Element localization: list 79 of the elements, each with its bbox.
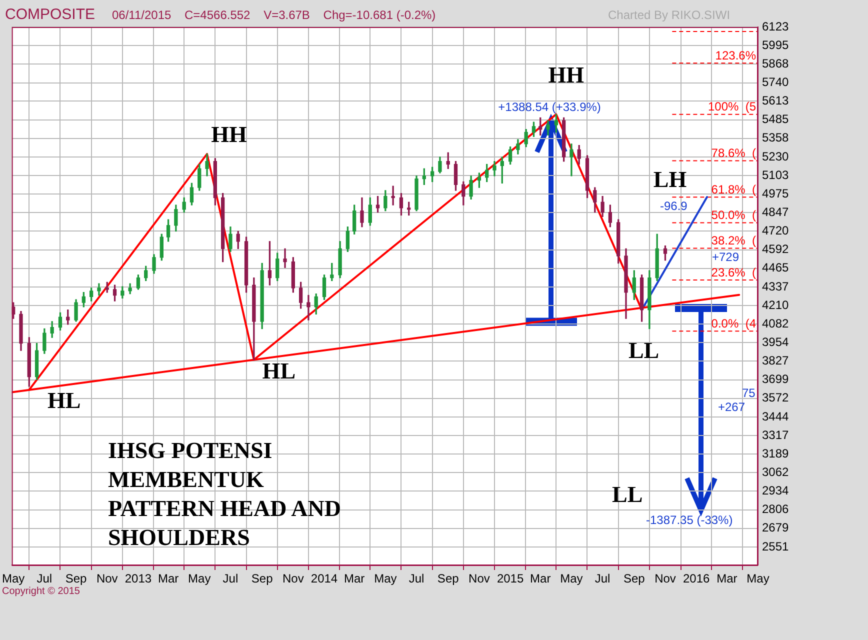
annotation: HH	[548, 62, 584, 88]
chart-subtitle: 06/11/2015 C=4566.552 V=3.67B Chg=-10.681 (-0.2%)	[112, 8, 436, 22]
y-tick-label: 5740	[762, 75, 790, 90]
annotation: 38.2% (	[711, 234, 756, 248]
x-tick-label: Sep	[437, 572, 460, 586]
annotation: 50.0% (	[711, 208, 756, 222]
x-tick-label: Mar	[158, 572, 179, 586]
annotation: 23.6% (	[711, 265, 756, 280]
y-tick-label: 4210	[762, 298, 790, 312]
annotation: IHSG POTENSI MEMBENTUK PATTERN HEAD AND SHOULDERS	[108, 437, 342, 552]
y-tick-label: 3317	[762, 428, 790, 442]
y-tick-label: 3444	[762, 409, 790, 424]
annotation: LL	[628, 338, 660, 363]
annotation: +267	[718, 400, 746, 414]
x-tick-label: 2014	[310, 572, 338, 586]
x-tick-label: Sep	[623, 572, 646, 586]
annotation: 61.8% (	[711, 182, 756, 196]
y-tick-label: 3572	[762, 390, 790, 405]
y-tick-label: 2806	[762, 502, 790, 516]
y-tick-label: 3827	[762, 354, 790, 368]
annotation: 0.0% (4	[711, 316, 756, 330]
x-tick-label: Jul	[36, 572, 52, 586]
y-tick-label: 3699	[762, 372, 790, 386]
annotation: +729	[712, 250, 740, 264]
y-tick-label: 5358	[762, 130, 790, 145]
y-tick-label: 5103	[762, 168, 790, 182]
x-tick-label: Nov	[96, 572, 118, 586]
annotation: LH	[653, 166, 687, 192]
y-tick-label: 3954	[762, 335, 790, 350]
x-tick-label: Nov	[468, 572, 490, 586]
x-tick-label: Mar	[716, 572, 738, 586]
x-tick-label: Jul	[408, 572, 424, 586]
y-tick-label: 3062	[762, 464, 790, 479]
y-tick-label: 4720	[762, 224, 790, 238]
y-tick-label: 2551	[762, 539, 790, 554]
x-tick-label: Nov	[282, 572, 304, 586]
y-tick-label: 4592	[762, 242, 790, 256]
y-tick-label: 2934	[762, 484, 790, 498]
y-tick-label: 5485	[762, 112, 790, 126]
y-tick-label: 4465	[762, 260, 790, 275]
annotation: LL	[612, 482, 643, 508]
annotation: HL	[262, 358, 296, 384]
y-tick-label: 4847	[762, 205, 790, 220]
y-tick-label: 4975	[762, 186, 790, 200]
y-tick-label: 5613	[762, 94, 790, 108]
x-tick-label: Mar	[344, 572, 365, 586]
chart-title: COMPOSITE	[5, 6, 96, 23]
x-tick-label: 2015	[496, 572, 524, 586]
x-tick-label: Sep	[251, 572, 274, 586]
x-tick-label: May	[746, 572, 770, 586]
text: Copyright © 2015	[2, 586, 80, 597]
x-tick-label: May	[374, 572, 397, 586]
x-tick-label: Sep	[65, 572, 88, 586]
x-tick-label: May	[2, 572, 25, 586]
annotation: 100% (5	[708, 100, 756, 114]
y-tick-label: 4337	[762, 279, 790, 294]
annotation: 78.6% (	[711, 146, 756, 160]
y-tick-label: 5230	[762, 149, 790, 164]
y-tick-label: 5995	[762, 38, 790, 52]
annotation: +1388.54 (+33.9%)	[498, 100, 601, 114]
x-tick-label: May	[188, 572, 211, 586]
annotation: -1387.35 (-33%)	[646, 513, 733, 527]
annotation: HH	[211, 122, 248, 147]
annotation: -96.9	[660, 199, 688, 213]
x-tick-label: Jul	[222, 572, 238, 586]
y-tick-label: 2679	[762, 520, 790, 535]
y-tick-label: 4082	[762, 316, 790, 330]
y-tick-label: 3189	[762, 446, 790, 460]
y-tick-label: 6123	[762, 19, 790, 34]
x-tick-label: 2013	[124, 572, 152, 586]
x-tick-label: 2016	[682, 572, 710, 586]
x-tick-label: Nov	[654, 572, 676, 586]
x-tick-label: Mar	[530, 572, 551, 586]
x-tick-label: May	[560, 572, 583, 586]
annotation: 75	[742, 386, 756, 400]
annotation: HL	[48, 388, 81, 413]
annotation: 123.6%	[715, 48, 756, 62]
x-tick-label: Jul	[594, 572, 610, 586]
y-tick-label: 5868	[762, 56, 790, 70]
